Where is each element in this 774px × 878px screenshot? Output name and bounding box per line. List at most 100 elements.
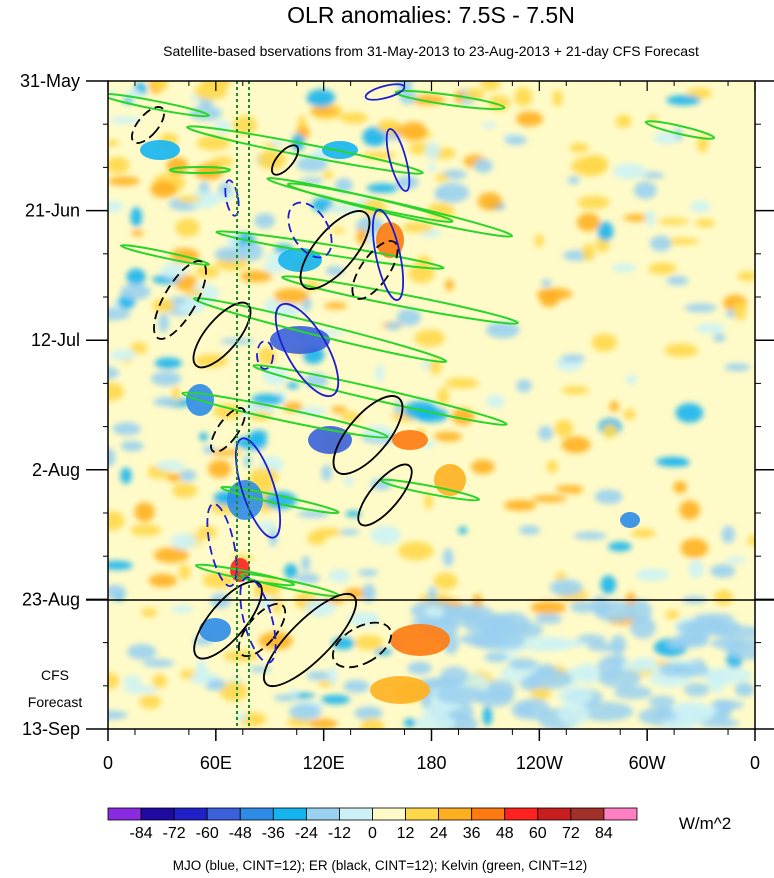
- colorbar-label: -60: [196, 825, 219, 842]
- anomaly-patch: [435, 182, 470, 203]
- kelvin-contour: [186, 125, 424, 175]
- anomaly-patch: [262, 366, 288, 385]
- colorbar-swatch: [570, 807, 605, 821]
- anomaly-patch: [591, 333, 618, 352]
- anomaly-patch: [273, 288, 310, 304]
- anomaly-patch: [484, 652, 508, 663]
- anomaly-patch: [357, 569, 379, 577]
- anomaly-patch: [665, 237, 700, 245]
- anomaly-patch: [425, 605, 444, 620]
- anomaly-patch: [578, 701, 634, 722]
- colorbar-label: -84: [130, 825, 153, 842]
- anomaly-patch: [212, 156, 234, 167]
- anomaly-patch: [309, 107, 339, 116]
- anomaly-patch: [273, 694, 297, 702]
- anomaly-patch: [555, 572, 567, 581]
- anomaly-patch: [577, 195, 610, 210]
- colorbar-label: -12: [328, 825, 351, 842]
- anomaly-patch: [645, 209, 656, 227]
- anomaly-patch: [581, 154, 609, 175]
- anomaly-patch: [254, 213, 276, 229]
- anomaly-patch: [328, 568, 351, 583]
- anomaly-patch: [108, 156, 130, 174]
- anomaly-patch: [320, 694, 351, 705]
- anomaly-patch: [324, 302, 348, 310]
- colorbar-swatch: [603, 807, 638, 821]
- anomaly-patch: [214, 246, 248, 262]
- anomaly-patch: [339, 112, 368, 124]
- anomaly-patch: [249, 666, 272, 673]
- anomaly-patch: [152, 673, 167, 689]
- anomaly-patch: [714, 589, 734, 606]
- anomaly-patch: [519, 636, 573, 652]
- x-tick-label: 0: [103, 753, 113, 773]
- anomaly-patch: [354, 634, 384, 651]
- anomaly-patch: [130, 229, 145, 236]
- y-tick-label: 2-Aug: [32, 460, 80, 480]
- anomaly-patch: [151, 371, 182, 387]
- anomaly-patch: [613, 163, 647, 180]
- anomaly-patch: [657, 217, 690, 225]
- anomaly-patch: [534, 233, 544, 248]
- anomaly-patch: [444, 377, 479, 389]
- colorbar-label: -24: [295, 825, 318, 842]
- anomaly-patch: [249, 467, 279, 486]
- anomaly-patch: [649, 235, 672, 252]
- anomaly-patch: [362, 151, 397, 160]
- anomaly-patch: [148, 573, 178, 588]
- anomaly-patch: [594, 489, 623, 505]
- anomaly-patch: [179, 469, 197, 482]
- anomaly-patch: [480, 81, 501, 91]
- anomaly-patch: [424, 142, 441, 160]
- er-contour: [299, 210, 371, 290]
- y-axis: 31-May 21-Jun 12-Jul 2-Aug 23-Aug 13-Sep: [20, 71, 774, 739]
- er-contour: [131, 106, 165, 144]
- anomaly-patch: [463, 611, 515, 636]
- anomaly-patch: [306, 89, 336, 108]
- anomaly-patch: [733, 301, 747, 321]
- anomaly-patch: [108, 511, 125, 531]
- mjo-contour: [234, 437, 282, 539]
- anomaly-patch: [251, 393, 284, 406]
- mjo-contour: [256, 340, 274, 370]
- anomaly-patch: [307, 718, 338, 729]
- anomaly-patch: [653, 131, 679, 145]
- anomaly-patch: [270, 139, 285, 147]
- colorbar-label: 72: [562, 825, 580, 842]
- forecast-label-line2: Forecast: [28, 694, 83, 710]
- mjo-contour: [364, 83, 406, 101]
- anomaly-patch: [174, 273, 197, 291]
- anomaly-patch: [441, 604, 492, 618]
- colorbar-label: 36: [463, 825, 481, 842]
- anomaly-patch: [108, 382, 124, 402]
- colorbar-swatch: [206, 807, 241, 821]
- kelvin-contour: [181, 391, 389, 439]
- anomaly-patch: [126, 268, 146, 286]
- anomaly-patch: [154, 357, 182, 369]
- colorbar-swatch: [372, 807, 406, 821]
- anomaly-patch: [541, 279, 552, 287]
- colorbar-label: -48: [229, 825, 252, 842]
- anomaly-patch: [590, 596, 610, 617]
- anomaly-patch: [737, 271, 755, 282]
- anomaly-patch: [602, 423, 618, 439]
- kelvin-contour: [379, 478, 481, 502]
- anomaly-patch: [120, 467, 132, 484]
- er-contour: [332, 395, 404, 475]
- anomaly-patch: [673, 480, 687, 494]
- anomaly-patch: [207, 678, 226, 690]
- anomaly-patch: [561, 386, 590, 395]
- colorbar-swatch: [438, 807, 473, 821]
- kelvin-contour: [394, 89, 506, 111]
- anomaly-patch: [434, 173, 449, 182]
- anomaly-core: [370, 676, 430, 704]
- anomaly-patch: [666, 275, 689, 286]
- colorbar-label: 12: [397, 825, 415, 842]
- anomaly-patch: [614, 685, 652, 700]
- anomaly-patch: [108, 710, 128, 720]
- anomaly-patch: [153, 397, 178, 407]
- anomaly-patch: [112, 422, 141, 436]
- anomaly-patch: [264, 298, 279, 314]
- anomaly-patch: [232, 115, 257, 135]
- anomaly-patch: [407, 661, 432, 675]
